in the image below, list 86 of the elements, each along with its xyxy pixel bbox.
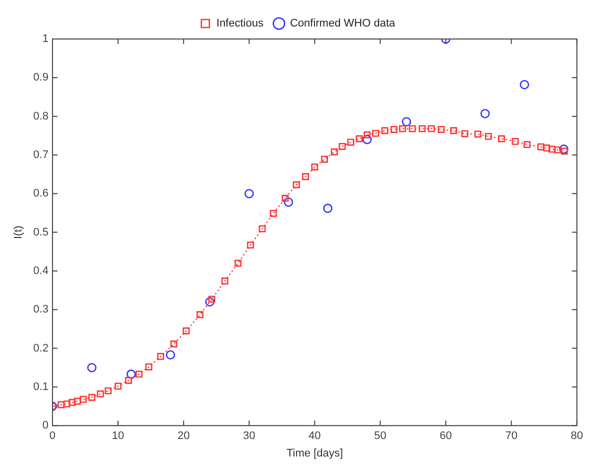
point: [166, 350, 176, 360]
point: [428, 125, 435, 132]
x-tick-label: 70: [505, 430, 518, 442]
point: [438, 126, 445, 133]
point: [157, 352, 164, 360]
x-tick-label: 60: [440, 430, 452, 442]
point: [554, 146, 562, 154]
point: [461, 130, 468, 138]
point: [311, 163, 318, 170]
point: [145, 363, 152, 370]
point: [390, 126, 398, 133]
point: [543, 144, 550, 152]
x-tick-label: 80: [570, 430, 584, 442]
x-tick-label: 50: [374, 430, 386, 442]
y-tick-label: 1: [42, 33, 48, 46]
point: [347, 138, 354, 146]
point: [196, 311, 204, 318]
point: [88, 394, 96, 401]
point: [560, 148, 568, 155]
point: [104, 387, 112, 394]
point: [258, 225, 266, 232]
point: [330, 148, 338, 156]
point: [362, 134, 372, 144]
point: [221, 278, 228, 284]
point: [338, 142, 346, 150]
y-tick-label: 0.7: [33, 149, 48, 162]
x-tick-label: 40: [308, 430, 321, 442]
y-tick-label: 0.5: [33, 226, 48, 238]
point: [364, 131, 371, 138]
x-axis-title: Time [days]: [286, 447, 343, 460]
point: [524, 141, 531, 148]
point: [321, 156, 328, 163]
y-tick-label: 0.6: [33, 188, 48, 200]
point: [58, 401, 64, 408]
point: [450, 127, 458, 134]
point: [80, 396, 87, 403]
point: [87, 362, 96, 372]
point: [537, 143, 544, 150]
point: [323, 204, 332, 213]
point: [208, 296, 216, 303]
point: [270, 210, 277, 217]
y-tick-label: 0.2: [33, 342, 48, 354]
point: [498, 135, 505, 142]
point: [284, 197, 294, 207]
point: [356, 135, 363, 142]
point: [372, 130, 380, 137]
point: [418, 125, 426, 132]
point: [399, 125, 406, 132]
point: [136, 370, 142, 378]
legend-label: Infectious: [216, 18, 264, 30]
x-tick-label: 30: [243, 430, 256, 442]
point: [182, 327, 190, 334]
x-tick-label: 20: [177, 430, 190, 442]
point: [484, 132, 492, 140]
point: [282, 194, 289, 202]
y-tick-label: 0.8: [33, 110, 48, 122]
y-axis-title: I(t): [12, 226, 25, 240]
point: [74, 398, 81, 405]
y-tick-label: 0.4: [33, 264, 48, 277]
point: [114, 382, 122, 390]
point: [205, 297, 214, 307]
legend-label: Confirmed WHO data: [290, 18, 396, 30]
point: [480, 108, 490, 118]
y-tick-label: 0.1: [33, 380, 48, 393]
point: [302, 173, 309, 180]
point: [381, 127, 388, 134]
point: [125, 376, 132, 384]
point: [96, 390, 104, 398]
y-tick-label: 0: [42, 420, 48, 432]
point: [408, 125, 416, 132]
y-tick-label: 0.3: [33, 304, 48, 316]
point: [63, 400, 70, 408]
point: [520, 80, 530, 90]
point: [234, 260, 242, 267]
point: [292, 181, 300, 188]
point: [126, 370, 136, 379]
point: [474, 130, 482, 138]
point: [244, 188, 254, 198]
y-tick-label: 0.9: [33, 72, 48, 84]
point: [246, 242, 254, 249]
point: [402, 117, 412, 126]
point: [68, 398, 76, 406]
x-tick-label: 10: [112, 430, 124, 442]
point: [170, 340, 178, 348]
point: [512, 138, 519, 145]
point: [559, 144, 568, 154]
